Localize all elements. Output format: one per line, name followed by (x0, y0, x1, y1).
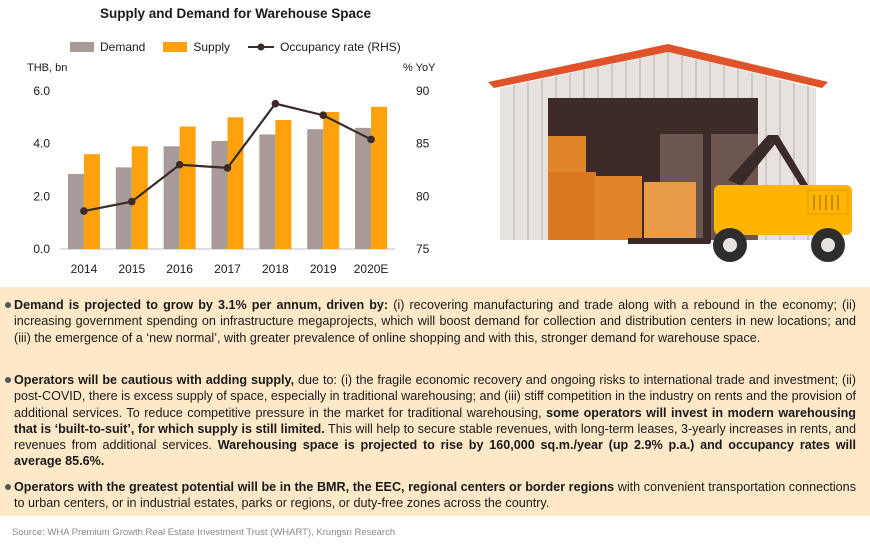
bullet-demand: Demand is projected to grow by 3.1% per … (5, 297, 857, 346)
y-left-tick-label: 0.0 (33, 242, 50, 256)
y-left-tick-label: 2.0 (33, 189, 50, 203)
x-tick-label: 2014 (71, 262, 98, 276)
occupancy-point (271, 99, 280, 108)
bullet-text-segment: Operators with the greatest potential wi… (14, 480, 615, 494)
bullet-supply: Operators will be cautious with adding s… (5, 372, 857, 470)
occupancy-point (367, 135, 375, 144)
legend-item-occupancy: Occupancy rate (RHS) (248, 40, 401, 54)
legend-swatch-demand (70, 42, 94, 52)
bullet-text-segment: some operators will invest in modern war… (14, 405, 857, 436)
bar-demand (259, 134, 276, 249)
bar-supply (323, 112, 340, 249)
x-tick-label: 2020E (354, 262, 389, 276)
occupancy-point (80, 207, 88, 215)
roof-icon (488, 44, 828, 88)
warehouse-forklift-illustration (488, 44, 852, 262)
x-tick-label: 2019 (310, 262, 337, 276)
bar-demand (307, 129, 324, 249)
legend-label-supply: Supply (193, 40, 231, 54)
bullet-text-segment: due to: (i) the fragile economic recover… (14, 373, 857, 420)
y-right-tick-label: 90 (416, 84, 430, 98)
bar-supply (131, 146, 148, 249)
bar-supply (83, 154, 100, 249)
x-tick-label: 2015 (118, 262, 145, 276)
x-tick-label: 2018 (262, 262, 289, 276)
bar-supply (227, 117, 244, 249)
bar-supply (179, 126, 196, 249)
chart-title: Supply and Demand for Warehouse Space (100, 6, 372, 21)
bullet-text-segment: Demand is projected to grow by 3.1% per … (14, 298, 389, 312)
bullets-panel: Demand is projected to grow by 3.1% per … (0, 287, 870, 516)
bar-demand (115, 167, 132, 249)
legend-label-occupancy: Occupancy rate (RHS) (280, 40, 401, 54)
bar-demand (211, 141, 228, 249)
occupancy-point (319, 111, 328, 120)
y-left-tick-label: 6.0 (33, 84, 50, 98)
x-tick-label: 2016 (166, 262, 193, 276)
y-right-tick-label: 75 (416, 242, 430, 256)
bar-supply (371, 106, 388, 249)
chart-plot: 0.0 2.0 4.0 6.0 75 80 85 90 2014 2015 2016 2017 2018… (33, 84, 430, 276)
y-axis-left-unit: THB, bn (27, 62, 68, 74)
forklift-icon (628, 133, 852, 262)
legend-item-demand: Demand (70, 40, 145, 54)
bar-supply (275, 119, 292, 249)
source-note: Source: WHA Premium Growth Real Estate I… (12, 527, 396, 538)
bullet-text-segment: with convenient transportation connectio… (14, 480, 856, 511)
bullet-text-segment: (i) recovering manufacturing and trade a… (14, 298, 857, 345)
y-right-tick-label: 80 (416, 189, 430, 203)
legend-item-supply: Supply (163, 40, 230, 54)
y-right-tick-label: 85 (416, 137, 430, 151)
bar-demand (355, 127, 372, 249)
bar-demand (67, 173, 84, 249)
legend-line-occupancy-icon (248, 43, 275, 51)
bullet-text-segment: Operators will be cautious with adding s… (14, 373, 295, 387)
occupancy-point (223, 164, 232, 172)
legend-swatch-supply (163, 42, 188, 52)
legend-label-demand: Demand (100, 40, 146, 54)
bullet-potential: Operators with the greatest potential wi… (5, 479, 856, 512)
occupancy-point (127, 197, 136, 206)
y-left-tick-label: 4.0 (33, 137, 50, 151)
x-tick-label: 2017 (214, 262, 241, 276)
chart-legend: Demand Supply Occupancy rate (RHS) (70, 40, 419, 54)
occupancy-point (175, 160, 184, 169)
y-axis-right-unit: % YoY (403, 62, 436, 74)
bullet-text-segment: This will help to secure stable revenues… (14, 421, 857, 453)
bar-demand (163, 146, 180, 249)
box-icon (548, 136, 586, 174)
bullet-text-segment: Warehousing space is projected to rise b… (14, 438, 856, 469)
